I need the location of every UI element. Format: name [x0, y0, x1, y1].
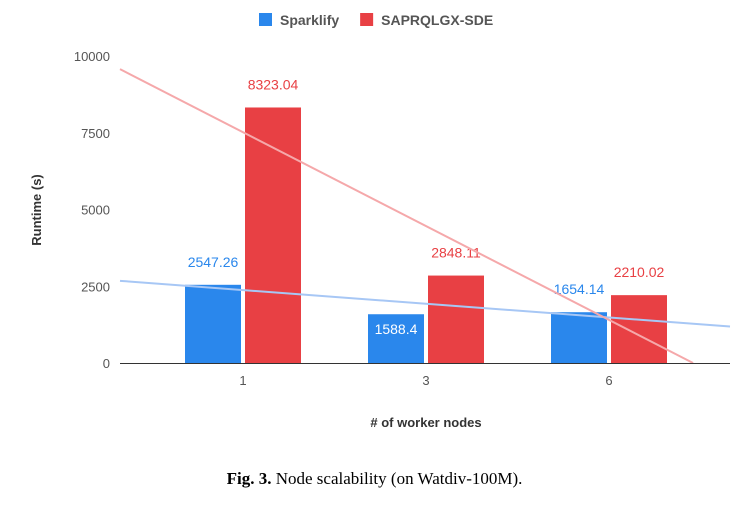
- x-tick-label: 6: [605, 373, 612, 388]
- y-axis-title: Runtime (s): [29, 174, 44, 246]
- data-label: 1654.14: [554, 281, 605, 297]
- caption-prefix: Fig. 3.: [226, 469, 272, 488]
- trendline: [119, 68, 694, 364]
- legend-swatch: [360, 13, 374, 26]
- data-label: 2547.26: [188, 254, 239, 270]
- y-tick-label: 7500: [81, 126, 110, 141]
- data-label: 1588.4: [375, 321, 418, 337]
- data-label: 2848.11: [431, 245, 481, 261]
- bar-saprqlgx-sde: [245, 107, 301, 364]
- bar-sparklify: [551, 312, 607, 363]
- y-tick-label: 2500: [81, 279, 110, 294]
- bar-chart: Sparklify SAPRQLGX-SDE 0 2500 5000 7500 10000 R…: [29, 12, 731, 430]
- bar-saprqlgx-sde: [428, 275, 484, 363]
- bar-sparklify: [368, 314, 424, 363]
- data-label: 8323.04: [248, 76, 299, 92]
- legend-swatch: [259, 13, 272, 26]
- legend-label: SAPRQLGX-SDE: [381, 12, 493, 28]
- x-axis-title: # of worker nodes: [370, 415, 481, 430]
- bar-saprqlgx-sde: [611, 295, 667, 363]
- bar-sparklify: [185, 284, 241, 363]
- y-tick-label: 0: [103, 356, 110, 371]
- x-tick-label: 3: [422, 373, 429, 388]
- data-label: 2210.02: [614, 264, 665, 280]
- caption-text: Node scalability (on Watdiv-100M).: [271, 469, 523, 488]
- x-tick-label: 1: [239, 373, 246, 388]
- legend-label: Sparklify: [280, 12, 339, 28]
- figure-caption: Fig. 3. Node scalability (on Watdiv-100M…: [0, 469, 749, 489]
- y-tick-label: 10000: [74, 49, 110, 64]
- y-tick-label: 5000: [81, 203, 110, 218]
- trendline: [119, 279, 731, 328]
